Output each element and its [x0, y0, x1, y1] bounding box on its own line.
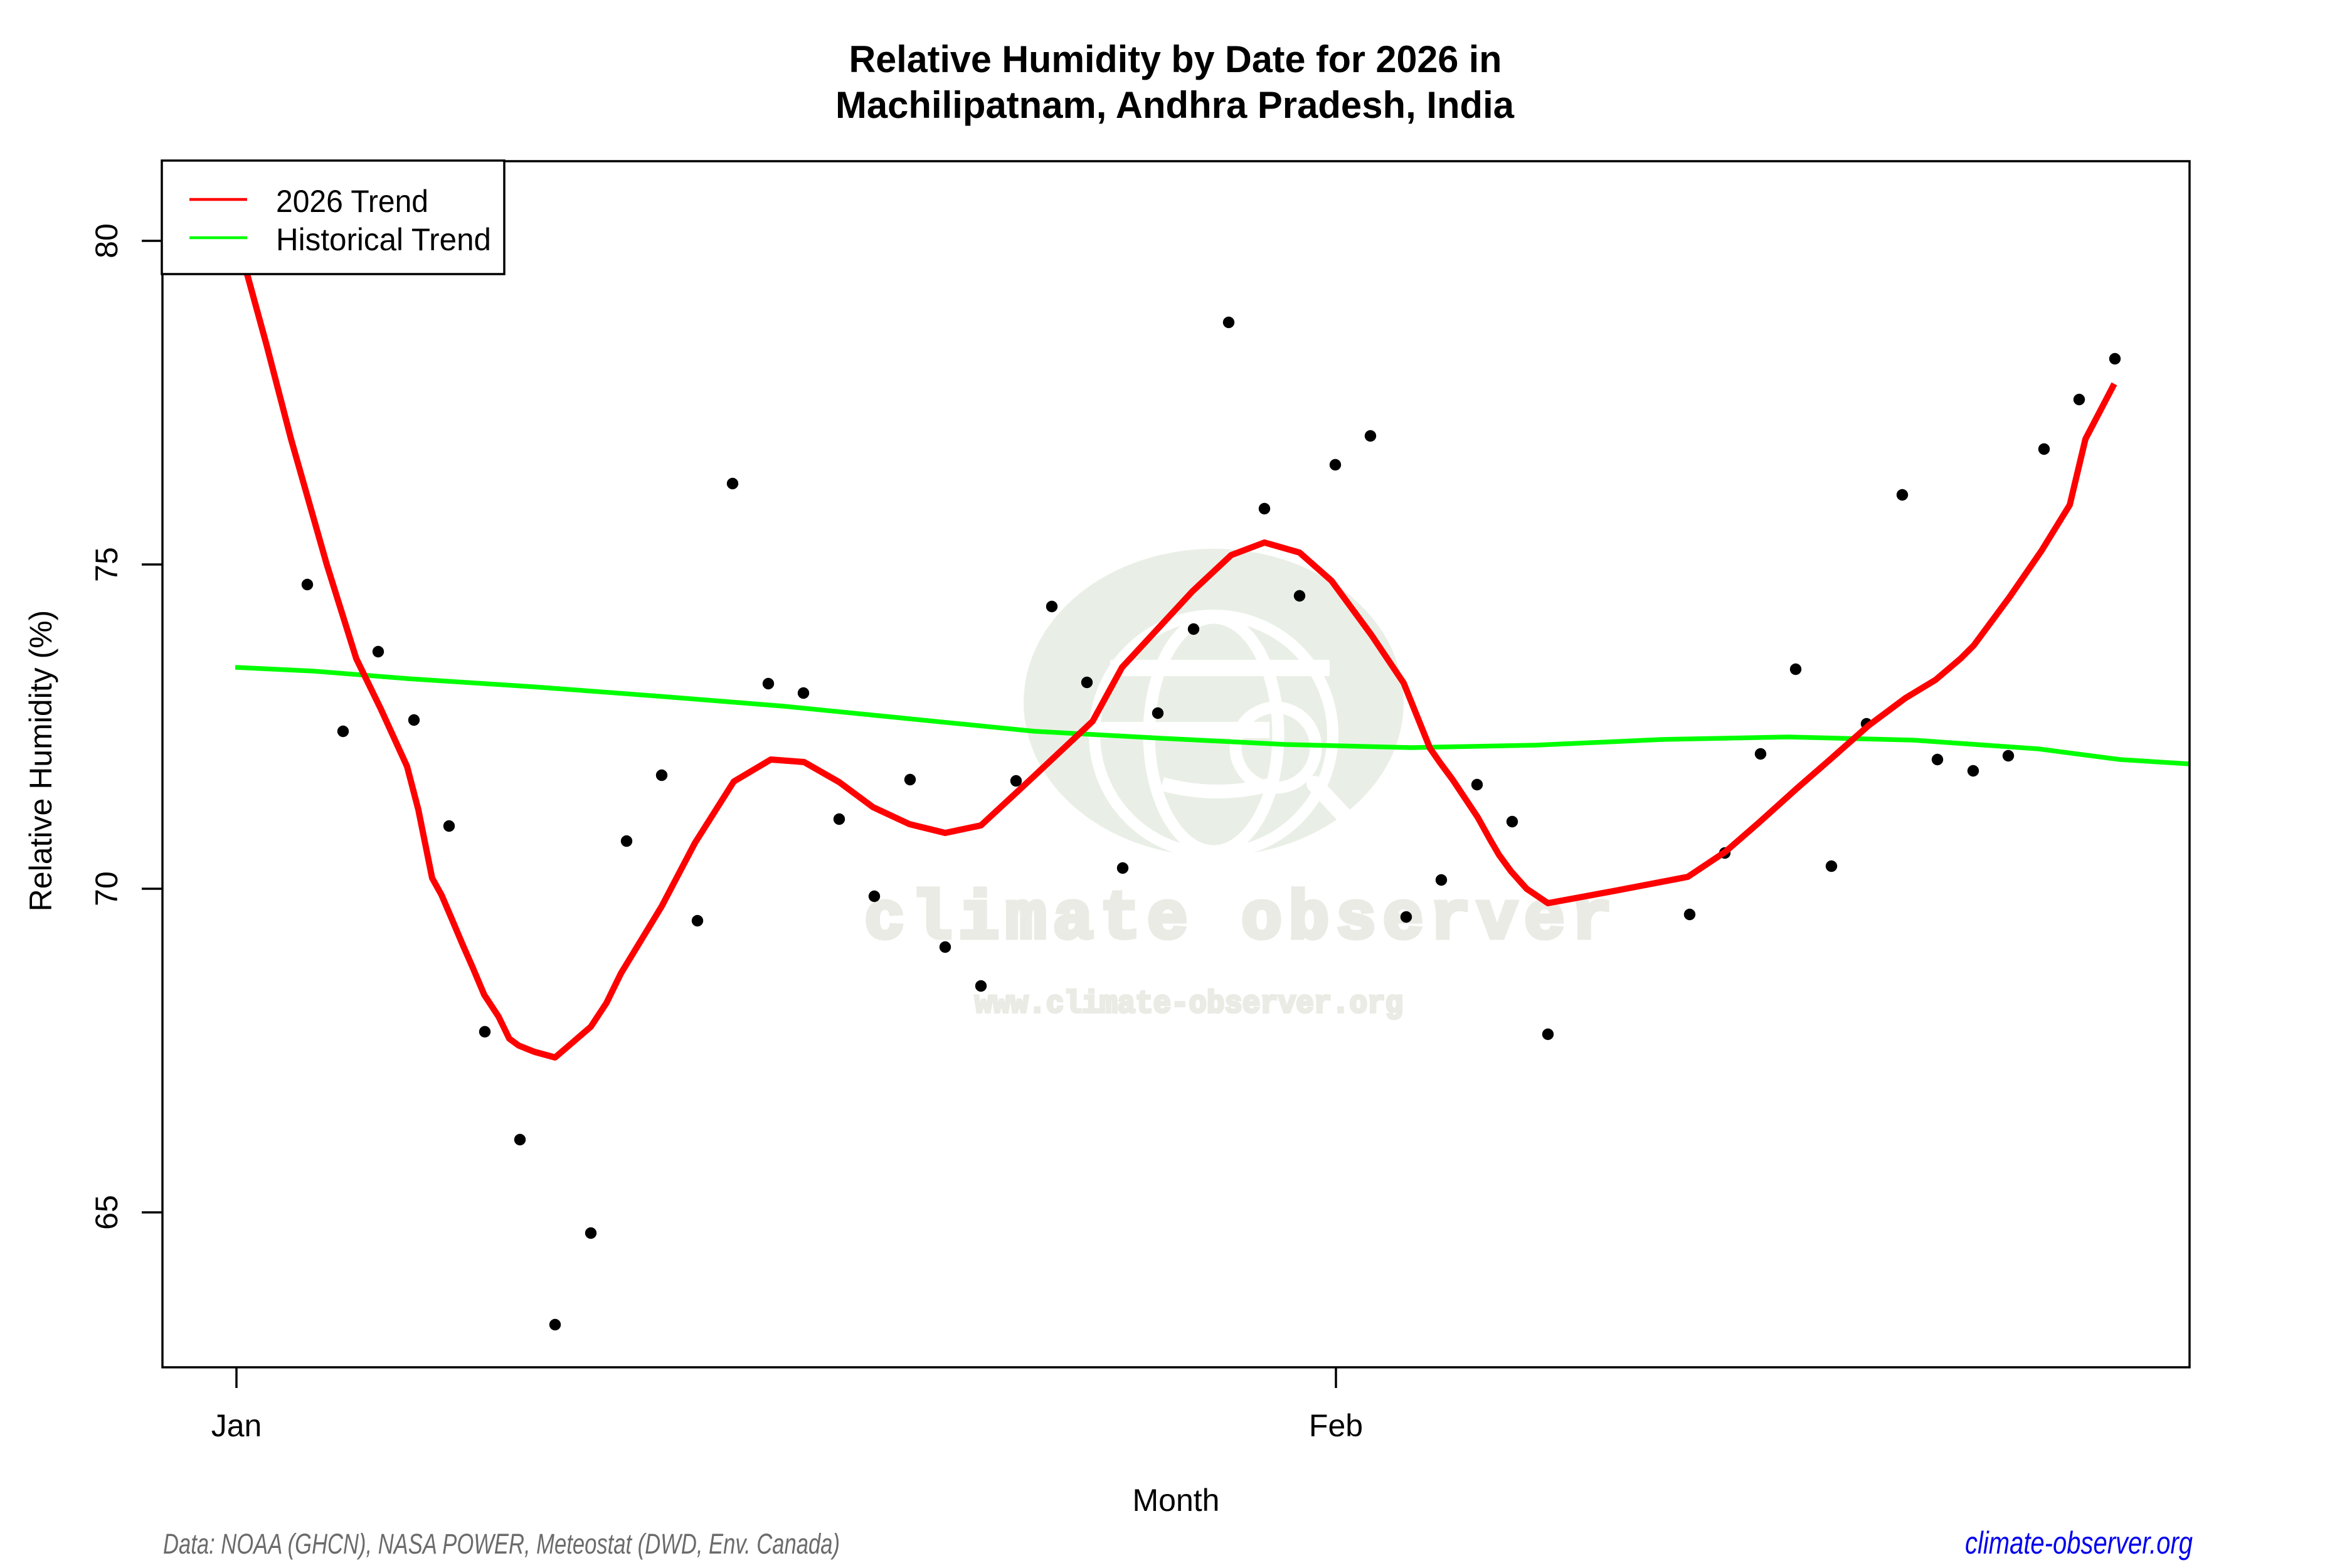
svg-text:Machilipatnam, Andhra Pradesh,: Machilipatnam, Andhra Pradesh, India	[835, 84, 1515, 126]
svg-text:70: 70	[89, 871, 124, 906]
svg-text:Jan: Jan	[211, 1408, 262, 1443]
svg-text:65: 65	[89, 1195, 124, 1230]
svg-text:Relative Humidity (%): Relative Humidity (%)	[23, 610, 58, 912]
svg-text:Feb: Feb	[1309, 1408, 1363, 1443]
svg-text:climate-observer.org: climate-observer.org	[1965, 1525, 2193, 1560]
svg-text:2026 Trend: 2026 Trend	[276, 184, 428, 219]
svg-text:Data: NOAA (GHCN), NASA POWER,: Data: NOAA (GHCN), NASA POWER, Meteostat…	[163, 1528, 840, 1560]
svg-text:Relative Humidity by Date for: Relative Humidity by Date for 2026 in	[849, 38, 1502, 80]
svg-text:Historical Trend: Historical Trend	[276, 222, 491, 257]
svg-text:www.climate-observer.org: www.climate-observer.org	[975, 987, 1403, 1022]
svg-text:75: 75	[89, 547, 124, 582]
svg-text:80: 80	[89, 223, 124, 258]
svg-text:Month: Month	[1133, 1483, 1220, 1518]
